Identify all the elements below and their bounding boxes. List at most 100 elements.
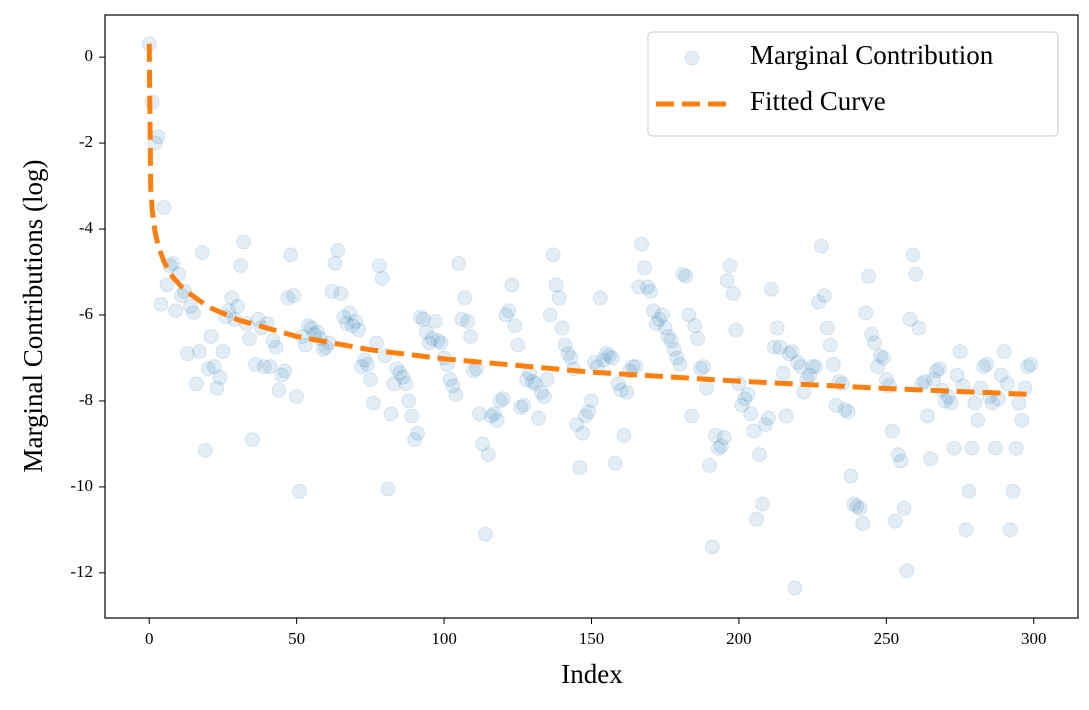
- scatter-point: [675, 266, 691, 282]
- scatter-point: [687, 318, 703, 334]
- scatter-point: [628, 359, 644, 375]
- scatter-point: [407, 432, 423, 448]
- scatter-point: [153, 296, 169, 312]
- scatter-point: [598, 346, 614, 362]
- scatter-point: [660, 328, 676, 344]
- scatter-point: [542, 307, 558, 323]
- y-tick-label: 0: [85, 46, 94, 65]
- scatter-point: [150, 129, 166, 145]
- scatter-point: [849, 498, 865, 514]
- scatter-point: [581, 404, 597, 420]
- scatter-point: [389, 361, 405, 377]
- scatter-point: [778, 408, 794, 424]
- scatter-point: [200, 361, 216, 377]
- scatter-point: [704, 539, 720, 555]
- scatter-point: [984, 395, 1000, 411]
- x-tick-label: 100: [431, 629, 457, 648]
- scatter-point: [569, 417, 585, 433]
- scatter-point: [492, 393, 508, 409]
- scatter-point: [183, 298, 199, 314]
- scatter-point: [354, 359, 370, 375]
- scatter-point: [755, 496, 771, 512]
- scatter-point: [666, 341, 682, 357]
- scatter-point: [740, 387, 756, 403]
- scatter-point: [858, 305, 874, 321]
- scatter-point: [374, 270, 390, 286]
- y-tick-label: -2: [79, 132, 93, 151]
- scatter-point: [805, 359, 821, 375]
- scatter-point: [324, 283, 340, 299]
- scatter-point: [802, 367, 818, 383]
- scatter-point: [427, 313, 443, 329]
- scatter-point: [477, 526, 493, 542]
- scatter-point: [342, 305, 358, 321]
- scatter-point: [480, 447, 496, 463]
- scatter-point: [970, 412, 986, 428]
- scatter-point: [395, 369, 411, 385]
- scatter-point: [861, 268, 877, 284]
- scatter-point: [474, 436, 490, 452]
- scatter-point: [707, 427, 723, 443]
- x-tick-label: 0: [145, 629, 154, 648]
- scatter-point: [575, 425, 591, 441]
- scatter-point: [277, 363, 293, 379]
- x-tick-label: 250: [874, 629, 900, 648]
- scatter-point: [952, 344, 968, 360]
- x-tick-label: 50: [288, 629, 305, 648]
- scatter-point: [772, 339, 788, 355]
- scatter-point: [330, 243, 346, 259]
- scatter-point: [442, 371, 458, 387]
- scatter-point: [681, 307, 697, 323]
- scatter-point: [893, 453, 909, 469]
- scatter-point: [250, 311, 266, 327]
- scatter-point: [557, 337, 573, 353]
- scatter-point: [769, 320, 785, 336]
- scatter-point: [757, 417, 773, 433]
- scatter-point: [463, 328, 479, 344]
- scatter-point: [811, 294, 827, 310]
- scatter-point: [710, 440, 726, 456]
- scatter-point: [693, 361, 709, 377]
- scatter-point: [961, 483, 977, 499]
- scatter-point: [964, 440, 980, 456]
- scatter-point: [262, 359, 278, 375]
- scatter-point: [946, 440, 962, 456]
- scatter-point: [657, 320, 673, 336]
- y-tick-label: -4: [79, 218, 94, 237]
- scatter-point: [578, 408, 594, 424]
- scatter-point: [808, 359, 824, 375]
- scatter-point: [616, 427, 632, 443]
- scatter-point: [654, 307, 670, 323]
- scatter-point: [297, 337, 313, 353]
- scatter-point: [843, 468, 859, 484]
- scatter-point: [737, 391, 753, 407]
- scatter-point: [1020, 359, 1036, 375]
- scatter-point: [185, 305, 201, 321]
- scatter-point: [870, 359, 886, 375]
- scatter-point: [637, 260, 653, 276]
- scatter-point: [519, 371, 535, 387]
- scatter-point: [743, 406, 759, 422]
- scatter-point: [690, 331, 706, 347]
- scatter-point: [976, 359, 992, 375]
- scatter-point: [572, 460, 588, 476]
- scatter-point: [359, 356, 375, 372]
- scatter-point: [507, 318, 523, 334]
- legend-label: Marginal Contribution: [750, 40, 994, 70]
- scatter-point: [825, 356, 841, 372]
- scatter-point: [483, 408, 499, 424]
- scatter-point: [362, 371, 378, 387]
- scatter-point: [651, 311, 667, 327]
- scatter-point: [890, 447, 906, 463]
- scatter-point: [194, 245, 210, 261]
- scatter-point: [722, 258, 738, 274]
- scatter-point: [516, 397, 532, 413]
- scatter-point: [421, 335, 437, 351]
- scatter-point: [451, 255, 467, 271]
- scatter-point: [887, 513, 903, 529]
- scatter-point: [864, 326, 880, 342]
- scatter-point: [926, 371, 942, 387]
- scatter-point: [787, 580, 803, 596]
- x-tick-label: 150: [579, 629, 605, 648]
- scatter-point: [763, 281, 779, 297]
